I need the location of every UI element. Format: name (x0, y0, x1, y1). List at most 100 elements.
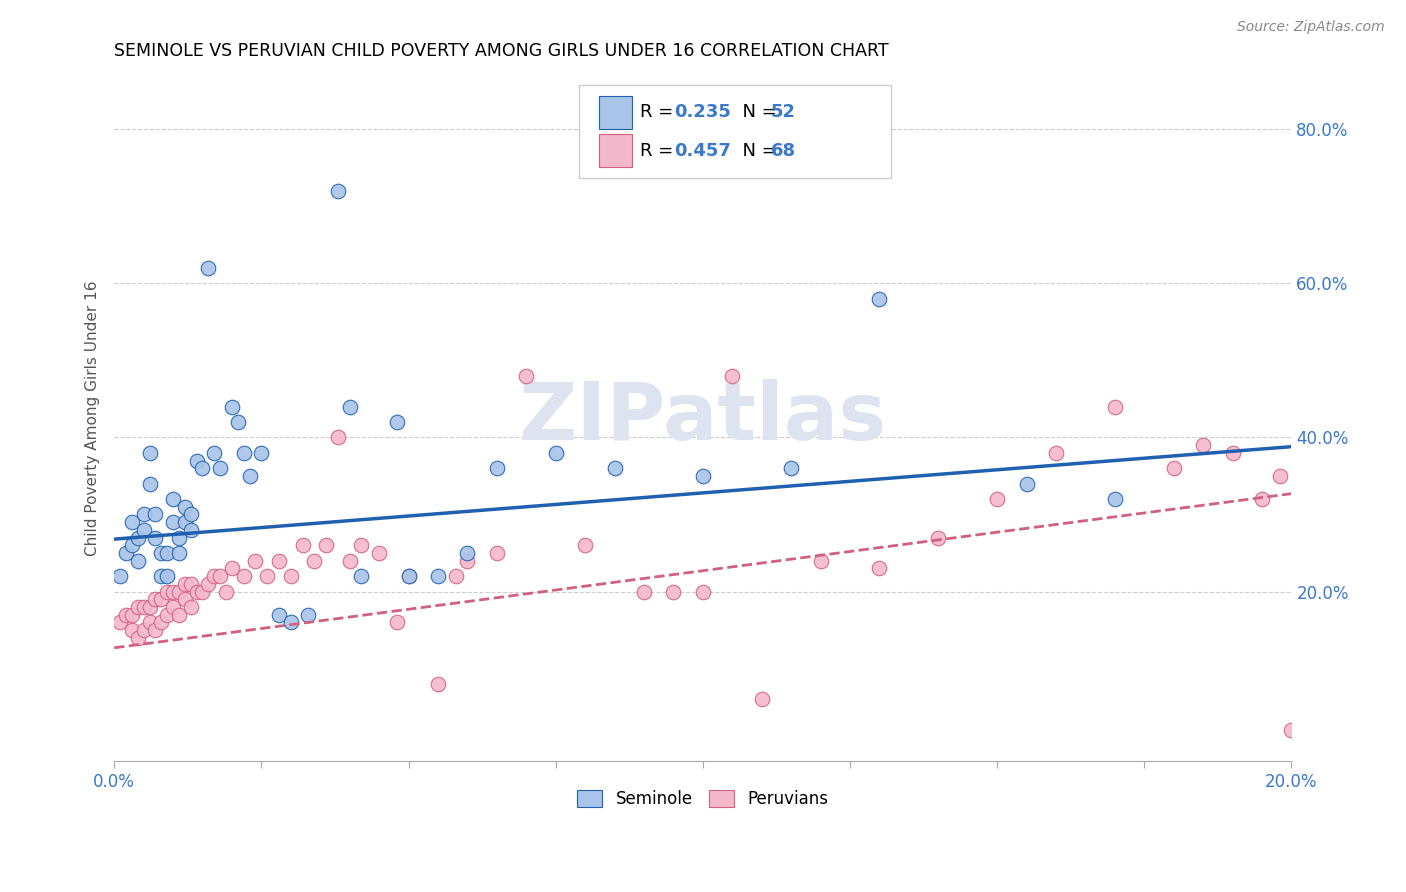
FancyBboxPatch shape (599, 134, 633, 167)
Point (1192, 438, 1215, 452)
Point (385, 415, 408, 429)
Point (162, 584, 184, 599)
Point (1104, 491, 1126, 506)
Point (162, 515, 184, 529)
Point (138, 615, 160, 630)
Point (115, 546, 138, 560)
Point (150, 592, 173, 607)
Text: 52: 52 (770, 103, 796, 121)
Point (127, 599, 149, 614)
Point (108, 615, 131, 630)
Point (245, 554, 267, 568)
Text: N =: N = (731, 142, 783, 160)
Point (180, 523, 202, 537)
Text: 68: 68 (770, 142, 796, 160)
Point (326, 184, 349, 198)
Point (280, 569, 302, 583)
Point (751, 692, 773, 706)
Point (209, 461, 232, 475)
Point (780, 461, 803, 475)
Point (191, 461, 214, 475)
Point (574, 538, 596, 552)
Point (297, 607, 319, 622)
Point (426, 569, 449, 583)
Point (350, 538, 373, 552)
Point (138, 446, 160, 460)
Point (115, 607, 138, 622)
Point (304, 554, 326, 568)
Point (927, 531, 949, 545)
Point (156, 569, 179, 583)
Point (1045, 446, 1067, 460)
Point (162, 599, 184, 614)
Point (426, 677, 449, 691)
Point (156, 607, 179, 622)
Point (138, 599, 160, 614)
Point (633, 584, 655, 599)
Point (197, 260, 219, 275)
Point (186, 584, 208, 599)
Point (239, 469, 262, 483)
Point (221, 561, 243, 575)
Point (544, 446, 567, 460)
Point (121, 623, 143, 637)
Point (868, 292, 890, 306)
Point (145, 508, 167, 522)
Point (444, 569, 467, 583)
Point (127, 554, 149, 568)
Point (145, 531, 167, 545)
Point (138, 476, 160, 491)
Point (1268, 469, 1291, 483)
Y-axis label: Child Poverty Among Girls Under 16: Child Poverty Among Girls Under 16 (86, 280, 100, 556)
Point (215, 584, 238, 599)
Point (662, 584, 685, 599)
Point (721, 368, 744, 383)
Point (868, 561, 890, 575)
Point (339, 554, 361, 568)
Point (150, 569, 173, 583)
Point (209, 569, 232, 583)
Point (485, 546, 508, 560)
Point (339, 400, 361, 414)
Point (315, 538, 337, 552)
Point (132, 599, 155, 614)
Text: 0.457: 0.457 (675, 142, 731, 160)
FancyBboxPatch shape (599, 95, 633, 128)
Point (456, 554, 478, 568)
Point (180, 599, 202, 614)
Point (398, 569, 420, 583)
Point (108, 569, 131, 583)
Point (692, 469, 714, 483)
Point (156, 546, 179, 560)
Point (232, 446, 254, 460)
Point (1015, 476, 1038, 491)
Point (280, 615, 302, 630)
Legend: Seminole, Peruvians: Seminole, Peruvians (571, 783, 835, 814)
FancyBboxPatch shape (579, 86, 891, 178)
Point (1222, 446, 1244, 460)
Text: R =: R = (640, 103, 679, 121)
Point (167, 607, 190, 622)
Point (1104, 400, 1126, 414)
Point (368, 546, 391, 560)
Point (150, 615, 173, 630)
Point (127, 631, 149, 645)
Point (1281, 723, 1303, 738)
Point (127, 531, 149, 545)
Point (173, 592, 195, 607)
Point (156, 584, 179, 599)
Point (121, 607, 143, 622)
Point (267, 607, 290, 622)
Point (692, 584, 714, 599)
Point (603, 461, 626, 475)
Point (256, 569, 278, 583)
Point (350, 569, 373, 583)
Point (202, 446, 225, 460)
Point (167, 531, 190, 545)
Point (150, 546, 173, 560)
Point (186, 453, 208, 467)
Point (121, 515, 143, 529)
Point (202, 569, 225, 583)
Text: ZIPatlas: ZIPatlas (519, 379, 887, 457)
Point (162, 491, 184, 506)
